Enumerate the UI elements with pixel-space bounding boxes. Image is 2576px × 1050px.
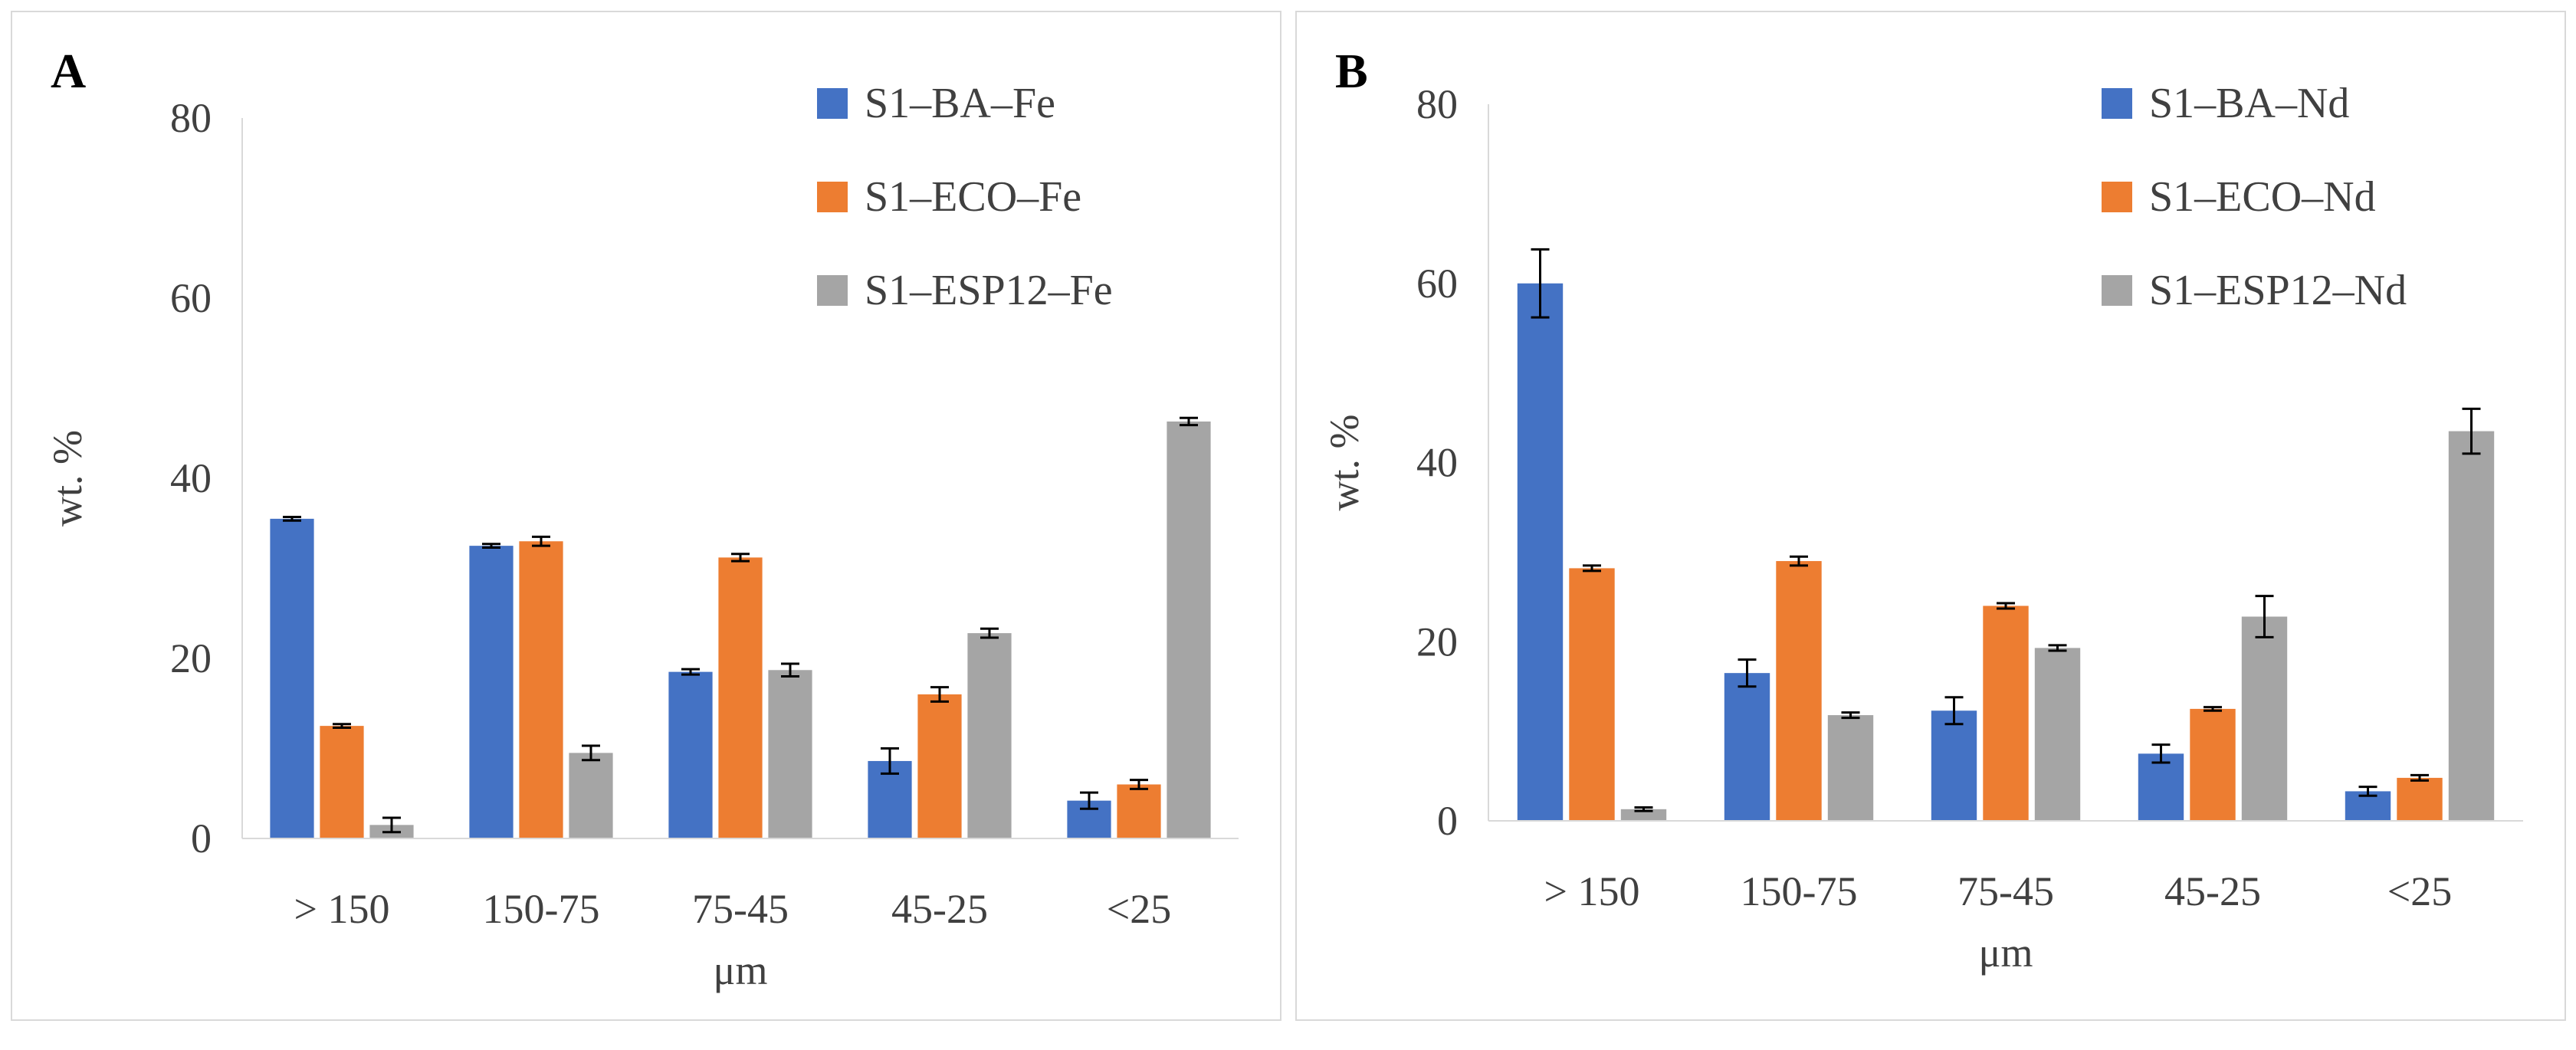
y-tick-label: 80 <box>1416 81 1458 127</box>
bar-0-1-3 <box>917 694 962 838</box>
legend-label-a-0: S1–BA–Fe <box>865 80 1055 127</box>
chart-panel-b: 0 20 40 60 80 wt. % > 150 150-75 75-45 45-25 <25 μm… <box>1295 11 2566 1021</box>
legend-swatch-b-2 <box>2102 275 2132 306</box>
y-tick-label: 40 <box>170 455 212 501</box>
x-tick-label: > 150 <box>294 886 390 932</box>
legend-item-a-0: S1–BA–Fe <box>817 57 1113 150</box>
legend-item-a-2: S1–ESP12–Fe <box>817 244 1113 337</box>
x-tick-label: 45-25 <box>891 886 988 932</box>
bar-1-2-1 <box>1827 715 1874 821</box>
legend-swatch-a-0 <box>817 88 848 119</box>
x-tick-label: <25 <box>2387 868 2452 914</box>
bar-0-1-2 <box>718 557 763 838</box>
legend-label-b-0: S1–BA–Nd <box>2149 80 2350 127</box>
legend-label-b-2: S1–ESP12–Nd <box>2149 267 2407 314</box>
y-axis-label: wt. % <box>1321 415 1367 511</box>
chart-panel-a: 0 20 40 60 80 wt. % > 150 150-75 75-45 45-25 <25 μm… <box>11 11 1281 1021</box>
legend-a: S1–BA–Fe S1–ECO–Fe S1–ESP12–Fe <box>817 57 1113 337</box>
bar-1-2-0 <box>1620 809 1667 821</box>
y-tick-label: 60 <box>170 275 212 321</box>
bar-1-1-4 <box>2397 777 2443 821</box>
legend-swatch-b-0 <box>2102 88 2132 119</box>
bar-1-0-0 <box>1517 283 1564 821</box>
x-tick-label: 75-45 <box>1957 868 2054 914</box>
bar-0-0-0 <box>270 518 314 838</box>
legend-b: S1–BA–Nd S1–ECO–Nd S1–ESP12–Nd <box>2102 57 2407 337</box>
chart-b-svg: 0 20 40 60 80 wt. % > 150 150-75 75-45 45-25 <25 μm <box>1321 81 2523 976</box>
legend-item-b-1: S1–ECO–Nd <box>2102 150 2407 244</box>
bar-0-1-4 <box>1117 784 1161 838</box>
bar-1-2-2 <box>2034 648 2081 821</box>
bar-1-2-3 <box>2241 616 2288 821</box>
y-tick-label: 80 <box>170 95 212 141</box>
bar-0-2-3 <box>967 633 1012 838</box>
bar-0-1-1 <box>519 541 563 838</box>
y-axis-label: wt. % <box>44 430 90 527</box>
x-tick-label: <25 <box>1107 886 1171 932</box>
bar-1-0-2 <box>1931 710 1977 821</box>
legend-label-a-1: S1–ECO–Fe <box>865 173 1082 221</box>
x-tick-label: 150-75 <box>1741 868 1858 914</box>
bar-1-0-3 <box>2138 753 2184 821</box>
y-tick-label: 0 <box>191 815 212 861</box>
y-tick-label: 0 <box>1437 798 1458 844</box>
x-tick-label: > 150 <box>1544 868 1640 914</box>
bar-0-0-1 <box>469 546 514 838</box>
bar-0-1-0 <box>320 726 364 838</box>
bar-1-0-1 <box>1724 673 1770 821</box>
bar-0-2-1 <box>569 753 613 838</box>
legend-item-b-0: S1–BA–Nd <box>2102 57 2407 150</box>
bar-0-2-4 <box>1167 421 1211 838</box>
bar-1-1-1 <box>1776 561 1822 821</box>
x-axis-label: μm <box>714 947 768 993</box>
bar-0-2-2 <box>768 670 812 838</box>
panel-label-b: B <box>1335 44 1368 98</box>
panel-label-a: A <box>51 44 87 98</box>
x-axis-label: μm <box>1979 930 2033 976</box>
bar-1-2-4 <box>2448 431 2495 821</box>
legend-swatch-a-1 <box>817 182 848 212</box>
bar-1-1-3 <box>2190 708 2236 821</box>
legend-swatch-a-2 <box>817 275 848 306</box>
legend-label-b-1: S1–ECO–Nd <box>2149 173 2376 221</box>
y-tick-label: 60 <box>1416 261 1458 307</box>
bar-1-1-0 <box>1569 568 1615 821</box>
legend-label-a-2: S1–ESP12–Fe <box>865 267 1113 314</box>
y-tick-label: 40 <box>1416 440 1458 486</box>
y-tick-label: 20 <box>170 635 212 681</box>
legend-item-b-2: S1–ESP12–Nd <box>2102 244 2407 337</box>
legend-swatch-b-1 <box>2102 182 2132 212</box>
bar-1-1-2 <box>1983 605 2029 821</box>
legend-item-a-1: S1–ECO–Fe <box>817 150 1113 244</box>
x-tick-label: 150-75 <box>483 886 600 932</box>
bar-0-0-2 <box>668 671 713 838</box>
y-tick-label: 20 <box>1416 619 1458 664</box>
chart-a-svg: 0 20 40 60 80 wt. % > 150 150-75 75-45 45-25 <25 μm <box>44 95 1239 993</box>
x-tick-label: 75-45 <box>692 886 789 932</box>
x-tick-label: 45-25 <box>2164 868 2261 914</box>
